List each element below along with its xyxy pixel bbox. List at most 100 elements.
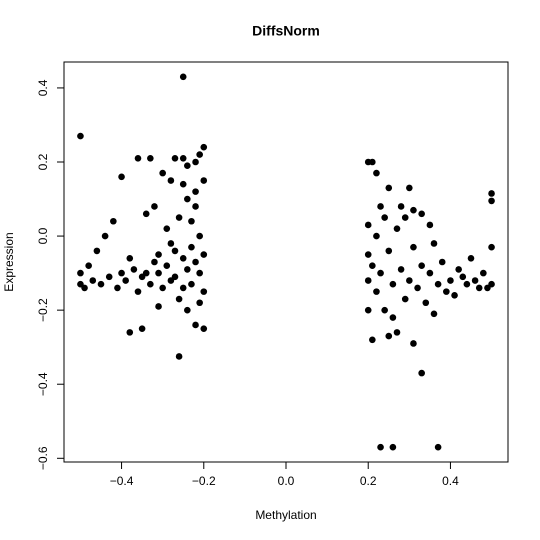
- point: [192, 188, 199, 195]
- point: [364, 306, 372, 314]
- point: [389, 443, 397, 451]
- point: [81, 284, 88, 292]
- point: [369, 262, 376, 270]
- point: [126, 329, 134, 336]
- point: [97, 280, 105, 288]
- point: [488, 190, 495, 197]
- point: [369, 336, 376, 344]
- point: [192, 321, 199, 329]
- point: [118, 173, 125, 181]
- point: [77, 132, 84, 140]
- point: [430, 240, 438, 247]
- point: [451, 292, 458, 299]
- point: [389, 280, 397, 288]
- point: [101, 232, 109, 240]
- point: [151, 203, 158, 210]
- point: [159, 284, 166, 292]
- point: [364, 251, 372, 258]
- point: [401, 214, 409, 221]
- point: [192, 258, 199, 266]
- point: [373, 169, 380, 177]
- point: [475, 284, 483, 292]
- point: [467, 254, 475, 262]
- point: [179, 180, 187, 188]
- y-tick-label: −0.6: [36, 446, 50, 470]
- point: [155, 251, 162, 258]
- x-tick-label: −0.4: [110, 474, 134, 488]
- point: [196, 269, 203, 277]
- point: [418, 210, 425, 218]
- point: [480, 269, 487, 277]
- point: [126, 254, 134, 262]
- point: [147, 154, 154, 162]
- point: [93, 247, 101, 255]
- point: [369, 158, 376, 166]
- point: [188, 280, 195, 288]
- point: [179, 284, 187, 292]
- point: [175, 214, 183, 221]
- point: [200, 177, 208, 184]
- point: [471, 277, 479, 284]
- point: [200, 143, 208, 151]
- point: [200, 288, 208, 295]
- chart-title: DiffsNorm: [252, 23, 320, 39]
- point: [138, 273, 146, 281]
- point: [196, 299, 203, 307]
- point: [171, 247, 179, 255]
- point: [385, 332, 393, 340]
- point: [175, 353, 183, 360]
- point: [397, 203, 405, 210]
- point: [488, 280, 495, 288]
- point: [163, 225, 171, 232]
- point: [443, 288, 450, 295]
- y-tick-label: 0.2: [36, 153, 50, 170]
- point: [188, 217, 195, 225]
- point: [200, 325, 208, 332]
- point: [77, 269, 84, 277]
- point: [418, 369, 425, 377]
- point: [175, 295, 183, 303]
- point: [184, 266, 191, 273]
- point: [373, 232, 380, 240]
- point: [414, 284, 421, 292]
- point: [434, 443, 442, 451]
- point: [196, 151, 203, 158]
- point: [418, 262, 425, 270]
- point: [142, 210, 150, 218]
- point: [393, 329, 401, 336]
- x-tick-label: −0.2: [192, 474, 216, 488]
- point: [397, 266, 405, 273]
- point: [447, 277, 454, 284]
- point: [364, 221, 372, 229]
- point: [130, 266, 138, 273]
- point: [184, 162, 191, 170]
- point: [401, 295, 409, 303]
- y-axis-label: Expression: [2, 232, 16, 291]
- point: [134, 154, 142, 162]
- y-tick-label: 0.0: [36, 227, 50, 244]
- point: [184, 195, 191, 203]
- point: [422, 299, 430, 307]
- point: [406, 184, 413, 192]
- point: [188, 243, 195, 251]
- point: [134, 288, 142, 295]
- point: [118, 269, 125, 277]
- point: [430, 310, 438, 318]
- y-tick-label: 0.4: [36, 79, 50, 96]
- y-tick-label: −0.2: [36, 298, 50, 322]
- point: [192, 158, 199, 166]
- point: [184, 306, 191, 314]
- point: [389, 314, 397, 321]
- y-tick-label: −0.4: [36, 372, 50, 396]
- point: [192, 203, 199, 210]
- point: [89, 277, 97, 284]
- point: [434, 280, 442, 288]
- point: [385, 247, 393, 255]
- x-tick-label: 0.4: [442, 474, 459, 488]
- point: [385, 184, 393, 192]
- point: [171, 154, 179, 162]
- point: [381, 214, 388, 221]
- point: [488, 197, 495, 205]
- point: [410, 243, 417, 251]
